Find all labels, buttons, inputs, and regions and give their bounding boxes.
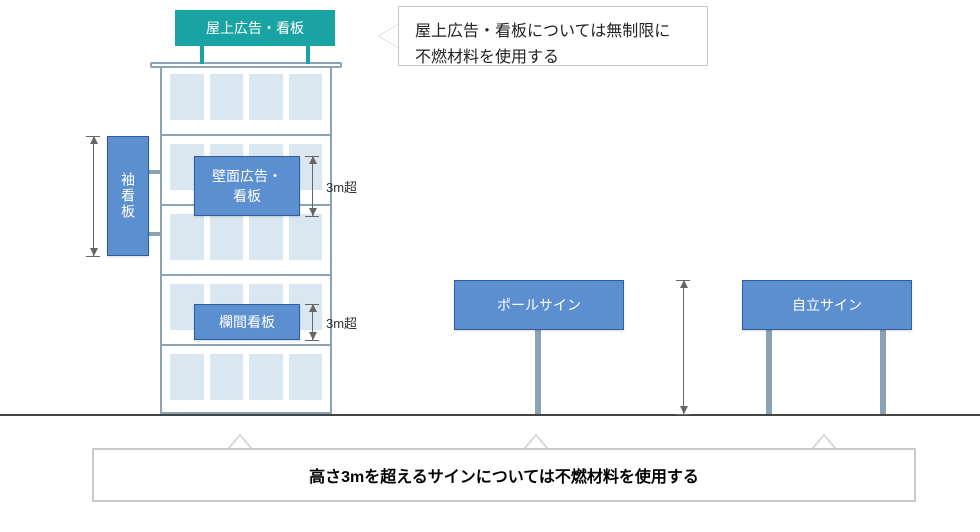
building-roof-slab <box>150 62 342 68</box>
lintel-sign-dim-arrow <box>312 304 313 340</box>
dim-cap <box>305 340 319 341</box>
dim-cap <box>676 414 690 415</box>
roof-sign-post <box>200 46 204 64</box>
dim-cap <box>305 304 319 305</box>
side-sign-arm <box>149 232 161 236</box>
side-sign-dim-arrow <box>93 136 94 256</box>
building-window <box>170 74 204 120</box>
building-window <box>210 214 244 260</box>
dim-cap <box>676 280 690 281</box>
roof-callout: 屋上広告・看板については無制限に不燃材料を使用する <box>398 6 708 66</box>
free-standing-sign: 自立サイン <box>742 280 912 330</box>
building-window <box>289 74 323 120</box>
roof-sign-post <box>306 46 310 64</box>
bottom-note-box: 高さ3mを超えるサインについては不燃材料を使用する <box>92 448 916 502</box>
free-sign-post <box>766 330 772 414</box>
building-window <box>170 214 204 260</box>
callout-line2: 不燃材料を使用する <box>415 45 691 71</box>
lintel-sign-dim-label: 3m超 <box>326 313 357 332</box>
building-window <box>289 214 323 260</box>
building-window <box>249 214 283 260</box>
building-window <box>170 354 204 400</box>
callout-line1: 屋上広告・看板については無制限に <box>415 19 691 45</box>
dim-cap <box>86 136 100 137</box>
dim-cap <box>305 216 319 217</box>
building-floor-line <box>160 134 332 136</box>
building-window <box>289 354 323 400</box>
building-window <box>210 74 244 120</box>
side-sign-arm <box>149 170 161 174</box>
callout-tail <box>379 24 399 48</box>
building-window <box>249 74 283 120</box>
bottom-note-text: 高さ3mを超えるサインについては不燃材料を使用する <box>309 463 699 487</box>
dim-cap <box>86 256 100 257</box>
wall-sign-dim-arrow <box>312 156 313 216</box>
wall-sign-dim-label: 3m超 <box>326 177 357 196</box>
building-window <box>249 354 283 400</box>
building-floor-line <box>160 274 332 276</box>
building-window <box>210 354 244 400</box>
pole-sign: ポールサイン <box>454 280 624 330</box>
lintel-sign: 欄間看板 <box>194 304 300 340</box>
wall-sign: 壁面広告・ 看板 <box>194 156 300 216</box>
roof-sign: 屋上広告・看板 <box>175 10 335 46</box>
free-sign-post <box>880 330 886 414</box>
side-sign: 袖看板 <box>107 136 149 256</box>
pole-sign-post <box>535 330 541 414</box>
dim-cap <box>305 156 319 157</box>
diagram-stage: 屋上広告・看板 屋上広告・看板については無制限に不燃材料を使用する袖看板 壁面広告・… <box>0 0 980 532</box>
building-floor-line <box>160 344 332 346</box>
sign-height-dim-arrow <box>683 280 684 414</box>
ground-line <box>0 414 980 416</box>
